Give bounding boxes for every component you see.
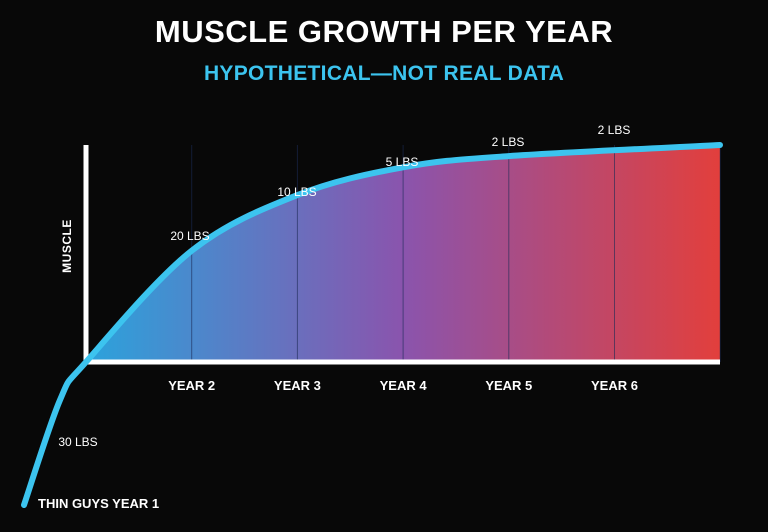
x-tick-label: YEAR 3 <box>274 378 321 393</box>
x-tick-label: YEAR 4 <box>380 378 428 393</box>
gain-label: 2 LBS <box>598 123 631 137</box>
gain-label: 2 LBS <box>492 135 525 149</box>
x-tick-labels: YEAR 2 YEAR 3 YEAR 4 YEAR 5 YEAR 6 <box>168 378 638 393</box>
start-label: THIN GUYS YEAR 1 <box>38 496 159 511</box>
chart-subtitle: HYPOTHETICAL—NOT REAL DATA <box>203 62 565 85</box>
growth-curve-line <box>21 142 723 508</box>
x-tick-label: YEAR 6 <box>591 378 638 393</box>
x-tick-label: YEAR 2 <box>168 378 215 393</box>
gain-annotations: 30 LBS 20 LBS 10 LBS 5 LBS 2 LBS 2 LBS <box>58 123 630 449</box>
x-tick-label: YEAR 5 <box>485 378 532 393</box>
chart-title: MUSCLE GROWTH PER YEAR <box>154 14 614 49</box>
y-axis-label: MUSCLE <box>60 219 74 273</box>
gain-label: 10 LBS <box>277 185 316 199</box>
gain-label: 30 LBS <box>58 435 97 449</box>
gain-label: 20 LBS <box>170 229 209 243</box>
gain-label: 5 LBS <box>386 155 419 169</box>
